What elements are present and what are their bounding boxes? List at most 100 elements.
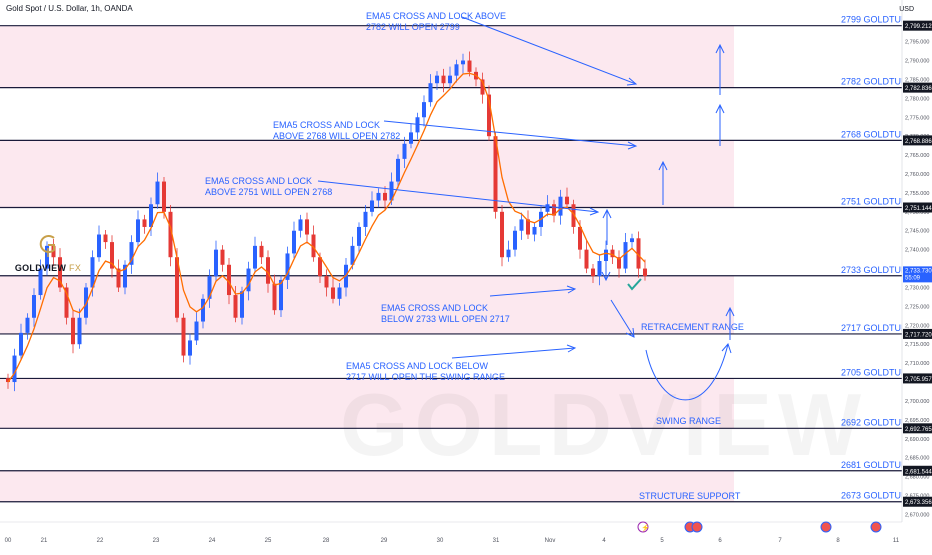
candle-93: [610, 249, 615, 258]
candle-56: [370, 200, 374, 212]
candle-21: [142, 219, 147, 227]
candle-85: [558, 196, 563, 216]
candle-13: [90, 257, 95, 288]
price-tag-5: 2,717.720: [905, 332, 932, 338]
zone-0: [0, 25, 734, 88]
candle-42: [279, 279, 283, 311]
zone-3: [0, 378, 734, 429]
candle-28: [188, 340, 192, 356]
event-icon-lightning: [637, 521, 649, 533]
annotation-4-line-1: EMA5 CROSS AND LOCK: [381, 303, 488, 313]
arrow-2: [383, 120, 637, 147]
arrow-5: [451, 347, 576, 359]
price-tag-0: 2,799.212: [905, 24, 932, 30]
candle-80: [526, 219, 530, 235]
watermark-text: GOLDVIEW: [340, 375, 867, 474]
arrow-down-1-head: [625, 327, 635, 338]
candle-10: [71, 317, 75, 345]
candle-70: [461, 60, 465, 65]
candle-89: [584, 249, 589, 269]
price-tag-7: 2,692.765: [905, 427, 932, 433]
y-tick-7: 2,760.000: [905, 172, 929, 178]
candle-74: [487, 94, 491, 137]
candle-36: [240, 291, 244, 318]
currency-label[interactable]: USD: [899, 6, 914, 13]
y-tick-10: 2,745.000: [905, 229, 929, 235]
level-label-4: 2733 GOLDTURN: [841, 265, 914, 275]
y-tick-11: 2,740.000: [905, 248, 929, 254]
ema-layer: [7, 72, 646, 383]
candle-30: [201, 298, 205, 322]
candle-77: [506, 249, 511, 258]
level-label-2: 2768 GOLDTURN: [841, 129, 914, 139]
lightning-icon: ⚡: [641, 523, 650, 532]
candle-40: [266, 257, 270, 284]
level-label-0: 2799 GOLDTURN: [841, 15, 914, 25]
arrow-4-head: [566, 285, 577, 294]
x-tick-1: 21: [41, 538, 48, 544]
candle-26: [175, 257, 179, 318]
price-tag-bg-9: [903, 496, 932, 507]
candle-76: [500, 211, 504, 258]
candle-34: [227, 264, 231, 296]
price-axis: 2,795.000 2,790.000 2,785.000 2,780.000 2,77…: [901, 0, 932, 550]
candle-3: [25, 317, 30, 333]
candle-27: [181, 317, 186, 356]
candle-51: [337, 287, 342, 299]
y-tick-17: 2,710.000: [905, 361, 929, 367]
y-tick-1: 2,790.000: [905, 59, 929, 65]
y-tick-16: 2,715.000: [905, 342, 929, 348]
candle-91: [597, 261, 602, 277]
zone-4: [0, 470, 734, 502]
candle-29: [194, 321, 199, 341]
candle-2: [19, 332, 23, 356]
price-tag-9: 2,673.356: [905, 500, 932, 506]
candle-33: [220, 249, 225, 265]
current-price-label: 2,733.730: [905, 268, 932, 274]
candle-43: [285, 253, 290, 280]
annotation-3-line-2: ABOVE 2751 WILL OPEN 2768: [205, 187, 332, 197]
x-tick-8: 30: [437, 538, 444, 544]
candle-53: [350, 245, 355, 265]
candle-88: [578, 226, 582, 250]
price-tag-1: 2,782.836: [905, 86, 932, 92]
candle-11: [77, 317, 82, 345]
candle-63: [415, 117, 420, 133]
candle-31: [207, 276, 212, 299]
price-tag-bg-7: [903, 423, 932, 434]
candle-46: [305, 219, 309, 235]
price-tag-3: 2,751.144: [905, 206, 932, 212]
annotation-2-line-1: EMA5 CROSS AND LOCK: [273, 120, 380, 130]
arrows-layer: [317, 16, 735, 401]
candle-84: [552, 204, 556, 216]
candle-94: [617, 257, 621, 269]
x-tick-12: 5: [660, 538, 664, 544]
arrow-1-head: [626, 77, 638, 86]
y-tick-22: 2,680.000: [905, 475, 929, 481]
check-mark-icon: [627, 278, 642, 291]
candle-97: [636, 238, 641, 269]
candle-64: [422, 102, 426, 118]
candle-50: [331, 287, 335, 299]
x-tick-5: 25: [265, 538, 272, 544]
candle-86: [565, 196, 569, 205]
y-tick-4: 2,775.000: [905, 115, 929, 121]
y-tick-14: 2,725.000: [905, 304, 929, 310]
annotation-4-line-2: BELOW 2733 WILL OPEN 2717: [381, 314, 510, 324]
x-tick-15: 8: [836, 538, 840, 544]
candle-87: [571, 204, 576, 227]
candle-83: [545, 204, 550, 212]
logo-g-icon: [39, 235, 55, 257]
price-tag-bg-2: [903, 135, 932, 146]
symbol-legend[interactable]: Gold Spot / U.S. Dollar, 1h, OANDA: [6, 4, 133, 13]
candle-24: [162, 181, 166, 212]
arrow-3-head: [589, 207, 600, 216]
countdown-label: 55:09: [905, 275, 921, 281]
candle-39: [259, 245, 264, 258]
candle-71: [467, 60, 472, 72]
flag-icon-us-2: [691, 521, 703, 533]
annotation-1-line-2: 2782 WILL OPEN 2799: [366, 22, 460, 32]
arrow-4: [489, 288, 576, 297]
price-tags: 2,799.212 2,782.836 2,768.886 2,751.144 2,73…: [903, 20, 932, 507]
